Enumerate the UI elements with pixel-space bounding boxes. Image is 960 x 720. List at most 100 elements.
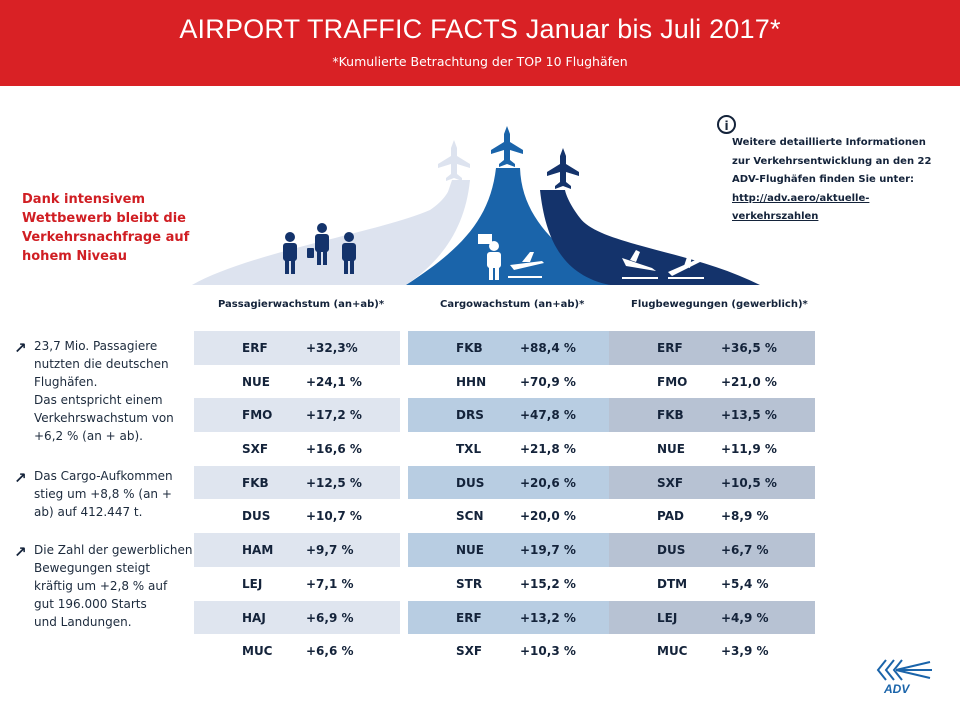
growth-value: +8,9 % [721,509,769,524]
table-row: MUC +3,9 % [609,634,815,668]
info-line: zur Verkehrsentwicklung an den 22 [732,155,932,167]
table-row: LEJ +4,9 % [609,600,815,635]
table-row: SXF +10,3 % [408,634,614,668]
airport-code: MUC [242,644,273,659]
airport-code: DUS [657,543,686,558]
airport-code: LEJ [657,610,678,625]
trend-up-arrow-icon: ↗ [14,469,27,487]
airport-code: NUE [657,442,685,457]
column-heading-movements: Flugbewegungen (gewerblich)* [631,299,808,310]
table-row: DUS +10,7 % [194,499,400,533]
airport-code: NUE [242,374,270,389]
table-row: STR +15,2 % [408,567,614,601]
growth-value: +9,7 % [306,543,354,558]
growth-value: +70,9 % [520,374,576,389]
table-row: ERF +13,2 % [408,600,614,635]
cargo-worker-icon [478,234,544,280]
growth-value: +13,5 % [721,408,777,423]
adv-logo: ADV [876,659,932,696]
growth-value: +12,5 % [306,475,362,490]
airport-code: SXF [456,644,483,659]
table-row: MUC +6,6 % [194,634,400,668]
passengers-icon [283,223,356,274]
info-line: ADV-Flughäfen finden Sie unter: [732,174,915,185]
trend-up-arrow-icon: ↗ [14,339,27,357]
growth-value: +20,0 % [520,509,576,524]
airport-code: FKB [657,408,684,423]
table-row: SXF +10,5 % [609,465,815,500]
growth-value: +13,2 % [520,610,576,625]
table-row: NUE +19,7 % [408,533,614,567]
info-box: Weitere detaillierte Informationen zur V… [732,134,932,227]
growth-value: +21,8 % [520,442,576,457]
table-row: FKB +12,5 % [194,465,400,500]
note-text: Die Zahl der gewerblichen Bewegungen ste… [34,543,193,629]
airport-code: NUE [456,543,484,558]
info-icon: i [717,115,736,134]
airport-code: TXL [456,442,482,457]
airport-code: DRS [456,408,484,423]
growth-value: +19,7 % [520,543,576,558]
airport-code: SXF [242,442,269,457]
movements-planes-icon [622,250,704,279]
note-text: Das Cargo-Aufkommen stieg um +8,8 % (an … [34,469,173,519]
growth-value: +11,9 % [721,442,777,457]
growth-value: +47,8 % [520,408,576,423]
growth-value: +24,1 % [306,374,362,389]
plane-icon-navy [547,148,579,189]
airport-code: DUS [456,475,485,490]
table-row: TXL +21,8 % [408,432,614,466]
page-subtitle: *Kumulierte Betrachtung der TOP 10 Flugh… [332,54,628,69]
airport-code: PAD [657,509,684,524]
table-row: FMO +21,0 % [609,365,815,399]
cargo-growth-table: FKB +88,4 % HHN +70,9 % DRS +47,8 % TXL +21,8 %… [408,331,614,668]
airport-code: FKB [456,341,483,355]
plane-icon-light [438,140,470,181]
info-link[interactable]: http://adv.aero/aktuelle- [732,192,870,204]
airport-code: HAJ [242,610,266,625]
adv-logo-text: ADV [883,682,910,696]
airport-code: FMO [657,374,688,389]
table-row: HAM +9,7 % [194,533,400,567]
cargo-swoosh [406,168,610,285]
info-link[interactable]: verkehrszahlen [732,211,819,222]
airport-code: SCN [456,509,484,524]
table-row: DUS +6,7 % [609,533,815,567]
table-row: FMO +17,2 % [194,398,400,433]
column-heading-passengers: Passagierwachstum (an+ab)* [218,299,385,310]
airport-code: HHN [456,374,487,389]
growth-value: +7,1 % [306,576,354,591]
growth-value: +88,4 % [520,341,576,355]
table-row: NUE +11,9 % [609,432,815,466]
table-row: NUE +24,1 % [194,365,400,399]
growth-value: +6,9 % [306,610,354,625]
growth-value: +36,5 % [721,341,777,355]
growth-value: +15,2 % [520,576,576,591]
passenger-growth-table: ERF +32,3% NUE +24,1 % FMO +17,2 % SXF +16,6 % F… [194,331,400,668]
note-text: 23,7 Mio. Passagiere nutzten die deutsch… [34,339,174,443]
airport-code: DTM [657,576,688,591]
column-heading-cargo: Cargowachstum (an+ab)* [440,299,585,310]
airport-code: HAM [242,543,274,558]
airport-code: ERF [242,341,268,355]
table-row: LEJ +7,1 % [194,567,400,601]
growth-value: +21,0 % [721,374,777,389]
table-row: DRS +47,8 % [408,398,614,433]
growth-value: +5,4 % [721,576,769,591]
table-row: FKB +13,5 % [609,398,815,433]
movements-swoosh [540,190,760,285]
airport-code: LEJ [242,576,263,591]
table-row: HAJ +6,9 % [194,600,400,635]
growth-value: +6,7 % [721,543,769,558]
airport-code: DUS [242,509,271,524]
growth-value: +10,5 % [721,475,777,490]
growth-value: +10,3 % [520,644,576,659]
growth-value: +4,9 % [721,610,769,625]
trend-up-arrow-icon: ↗ [14,543,27,561]
airport-code: STR [456,576,483,591]
growth-value: +10,7 % [306,509,362,524]
table-row: SCN +20,0 % [408,499,614,533]
airport-code: SXF [657,475,684,490]
airport-code: MUC [657,644,688,659]
